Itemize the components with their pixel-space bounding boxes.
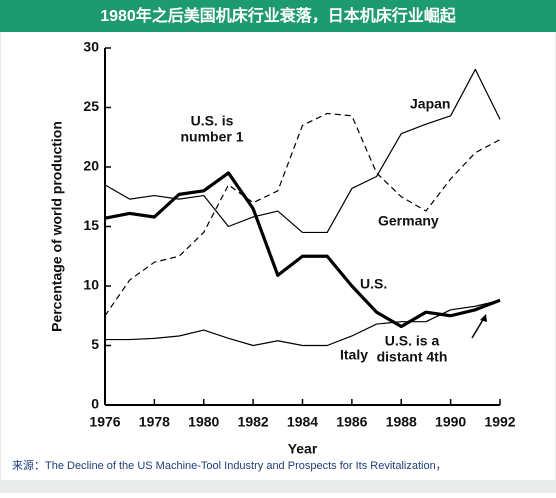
series-line [104,68,501,234]
annotation: U.S. is a [385,333,440,349]
x-tick-label: 1984 [287,414,318,430]
annotation-arrow [471,317,485,339]
y-tick-label: 5 [91,336,99,352]
arrow-head [480,314,487,322]
annotation: number 1 [180,129,243,145]
x-tick-label: 1988 [386,414,417,430]
x-tick-label: 1992 [484,414,515,430]
x-tick-label: 1986 [336,414,367,430]
y-tick-label: 15 [83,217,99,233]
series-line [105,299,501,347]
x-tick-label: 1990 [435,414,466,430]
x-tick-label: 1978 [139,414,170,430]
series-label: Japan [410,96,450,112]
y-tick-label: 25 [83,98,99,114]
series-label: Italy [340,347,368,363]
chart-title: 1980年之后美国机床行业衰落，日本机床行业崛起 [100,6,457,25]
series-label: Germany [378,213,439,229]
series-line [104,171,501,329]
source: 来源：The Decline of the US Machine-Tool In… [12,458,447,472]
x-axis-label: Year [288,441,318,457]
y-tick-label: 30 [83,39,99,55]
series-line [104,112,501,317]
x-tick-label: 1982 [238,414,269,430]
header-bar [0,0,556,32]
annotation: distant 4th [377,349,448,365]
y-tick-label: 10 [83,277,99,293]
series-label: U.S. [360,276,387,292]
y-axis-label: Percentage of world production [49,121,65,332]
footer-bar [0,480,556,493]
annotation: U.S. is [191,113,234,129]
y-tick-label: 0 [91,396,99,412]
x-tick-label: 1980 [188,414,219,430]
y-tick-label: 20 [83,158,99,174]
x-tick-label: 1976 [89,414,120,430]
